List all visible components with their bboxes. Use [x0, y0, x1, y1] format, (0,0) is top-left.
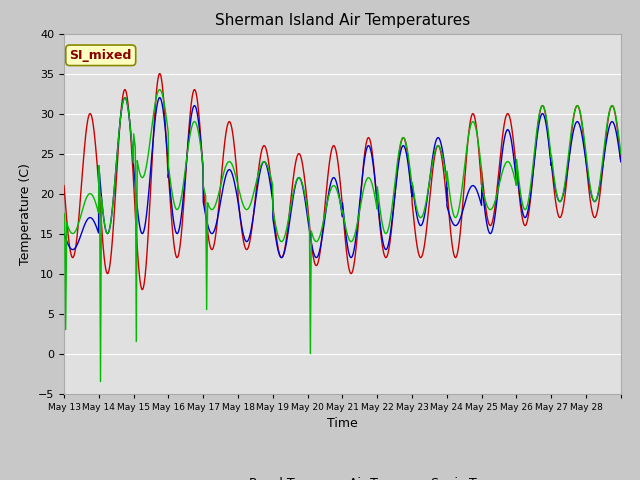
- X-axis label: Time: Time: [327, 417, 358, 430]
- Title: Sherman Island Air Temperatures: Sherman Island Air Temperatures: [215, 13, 470, 28]
- Y-axis label: Temperature (C): Temperature (C): [19, 163, 33, 264]
- Text: SI_mixed: SI_mixed: [70, 49, 132, 62]
- Legend: Panel T, Air T, Sonic T: Panel T, Air T, Sonic T: [203, 472, 482, 480]
